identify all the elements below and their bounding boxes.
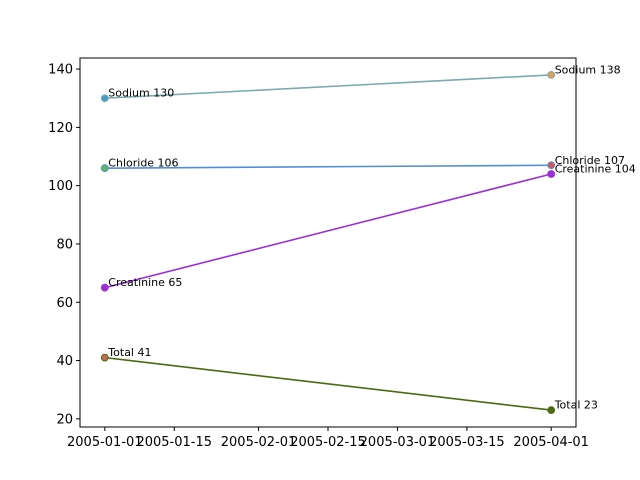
series-line <box>104 164 552 169</box>
y-tick-label: 100 <box>48 179 73 194</box>
y-tick-label: 140 <box>48 63 73 78</box>
data-point <box>547 161 556 170</box>
y-tick-label: 20 <box>56 412 73 427</box>
data-label: Chloride 106 <box>108 157 178 170</box>
data-label: Total 41 <box>107 346 151 359</box>
data-point <box>547 71 556 79</box>
data-point <box>100 283 109 292</box>
x-tick-label: 2005-04-01 <box>513 435 589 450</box>
x-tick-label: 2005-01-01 <box>67 435 143 450</box>
x-tick-label: 2005-02-15 <box>290 435 366 450</box>
y-tick-label: 80 <box>56 237 73 252</box>
x-tick-label: 2005-02-01 <box>221 435 297 450</box>
data-point <box>100 164 109 173</box>
plot-labels: Sodium 130 Sodium 138 Chloride 106 Chloride… <box>107 63 636 411</box>
y-tick-label: 40 <box>56 354 73 369</box>
data-label: Chloride 107 <box>555 154 625 167</box>
x-tick-label: 2005-01-15 <box>136 435 212 450</box>
data-label: Sodium 138 <box>555 63 621 76</box>
data-label: Sodium 130 <box>108 87 174 100</box>
series-line <box>104 173 552 289</box>
data-label: Creatinine 104 <box>555 163 636 176</box>
y-axis: 20 40 60 80 100 120 140 <box>48 63 80 427</box>
data-point <box>100 94 109 103</box>
data-point <box>547 170 556 178</box>
y-tick-label: 120 <box>48 121 73 136</box>
plot-markers <box>100 71 556 414</box>
x-tick-label: 2005-03-01 <box>360 435 436 450</box>
data-point <box>547 406 556 414</box>
plot-frame <box>79 57 577 428</box>
series-line <box>104 74 552 100</box>
x-tick-label: 2005-03-15 <box>429 435 505 450</box>
data-point <box>100 353 109 362</box>
series-line <box>104 356 552 411</box>
data-label: Creatinine 65 <box>108 276 182 289</box>
plot-lines <box>104 74 552 411</box>
y-tick-label: 60 <box>56 296 73 311</box>
